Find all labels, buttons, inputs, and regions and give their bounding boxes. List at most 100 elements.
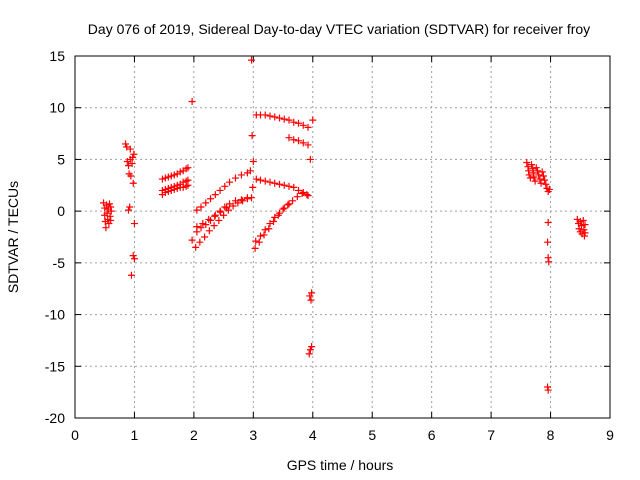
data-point (304, 141, 312, 149)
data-point (237, 171, 245, 179)
data-point (199, 220, 207, 228)
data-point (305, 350, 313, 358)
data-point (304, 123, 312, 131)
data-point (256, 232, 264, 240)
data-point (581, 229, 589, 237)
data-point (184, 164, 192, 172)
y-tick-label: 10 (49, 100, 65, 116)
data-point (298, 190, 306, 198)
y-tick-label: 5 (57, 151, 65, 167)
data-point (252, 237, 260, 245)
grid (75, 56, 610, 418)
data-point (299, 189, 307, 197)
data-point (193, 206, 201, 214)
data-point (290, 118, 298, 126)
data-point (179, 183, 187, 191)
data-point (130, 255, 138, 263)
data-point (217, 208, 225, 216)
data-point (161, 189, 169, 197)
data-point (307, 296, 315, 304)
data-point (280, 204, 288, 212)
data-point (243, 194, 251, 202)
data-point (271, 213, 279, 221)
data-point (544, 219, 552, 227)
data-point (260, 231, 268, 239)
data-point (280, 115, 288, 123)
data-point (581, 221, 589, 229)
data-point (261, 226, 269, 234)
data-point (577, 222, 585, 230)
data-point (293, 193, 301, 201)
data-point (176, 168, 184, 176)
data-point (530, 173, 538, 181)
data-point (126, 145, 134, 153)
data-point (207, 195, 215, 203)
data-point (266, 178, 274, 186)
data-point (221, 203, 229, 211)
data-point (531, 177, 539, 185)
data-point (308, 289, 316, 297)
data-point (127, 172, 135, 180)
x-tick-label: 5 (368, 427, 376, 443)
data-point (255, 238, 263, 246)
x-tick-label: 1 (131, 427, 139, 443)
data-point (295, 137, 303, 145)
x-tick-label: 2 (190, 427, 198, 443)
data-point (304, 192, 312, 200)
data-point (261, 111, 269, 119)
data-point (205, 227, 213, 235)
data-point (308, 343, 316, 351)
chart-title: Day 076 of 2019, Sidereal Day-to-day VTE… (88, 21, 590, 37)
data-point (284, 201, 292, 209)
x-tick-label: 0 (71, 427, 79, 443)
data-point (123, 143, 131, 151)
plot-frame (74, 55, 611, 419)
data-point (197, 224, 205, 232)
data-point (545, 185, 553, 193)
data-point (207, 216, 215, 224)
x-tick-label: 4 (309, 427, 317, 443)
data-point (229, 202, 237, 210)
data-points (100, 56, 589, 394)
x-tick-label: 8 (547, 427, 555, 443)
data-point (205, 215, 213, 223)
axis-ticks: 0 1 2 3 4 5 6 7 8 9 15 10 5 0 -5 -10 -15 -20 (45, 48, 614, 443)
data-point (576, 217, 584, 225)
data-point (102, 224, 110, 232)
data-point (279, 205, 287, 213)
data-point (170, 171, 178, 179)
data-point (290, 136, 298, 144)
data-point (130, 150, 138, 158)
data-point (306, 346, 314, 354)
data-point (201, 233, 209, 241)
x-tick-label: 3 (249, 427, 257, 443)
data-point (295, 186, 303, 194)
data-point (285, 200, 293, 208)
data-point (107, 216, 115, 224)
data-point (533, 167, 541, 175)
data-point (122, 140, 130, 148)
data-point (290, 183, 298, 191)
data-point (275, 114, 283, 122)
data-point (542, 180, 550, 188)
data-point (299, 139, 307, 147)
data-point (275, 209, 283, 217)
data-point (164, 173, 172, 181)
y-tick-label: -15 (45, 358, 65, 374)
y-tick-label: -10 (45, 307, 65, 323)
data-point (295, 119, 303, 127)
data-point (103, 209, 111, 217)
data-point (270, 217, 278, 225)
data-point (303, 191, 311, 199)
data-point (167, 172, 175, 180)
data-point (125, 162, 132, 170)
data-point (188, 98, 196, 106)
data-point (161, 174, 169, 182)
data-point (128, 160, 136, 168)
data-point (579, 216, 587, 224)
y-axis-label: SDTVAR / TECUs (5, 181, 21, 293)
data-point (249, 157, 257, 165)
y-tick-label: -5 (53, 255, 66, 271)
data-point (289, 197, 297, 205)
